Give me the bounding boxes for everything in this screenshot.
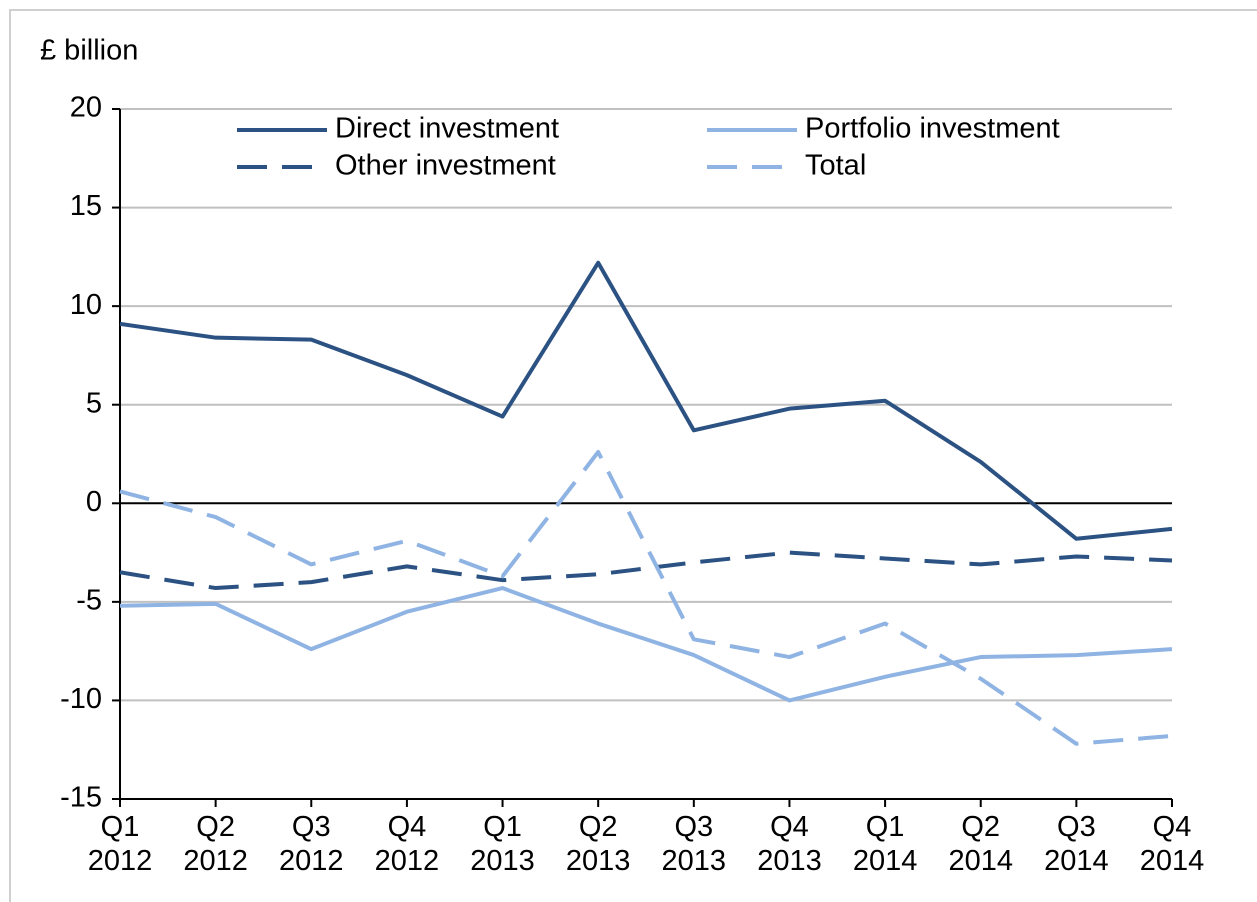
legend-label: Total <box>805 150 866 182</box>
y-tick-label: 20 <box>70 92 102 124</box>
x-tick-label: Q1 2014 <box>852 811 918 877</box>
series-line <box>119 586 1173 703</box>
x-tick-label: Q4 2012 <box>374 811 440 877</box>
x-tick-label: Q3 2012 <box>279 811 344 877</box>
y-tick-label: 10 <box>70 289 102 321</box>
y-tick-label: 5 <box>86 387 102 419</box>
x-tick-label: Q3 2014 <box>1044 811 1109 877</box>
series-line <box>119 260 1173 541</box>
x-tick-label: Q1 2013 <box>470 811 535 877</box>
series-line <box>119 550 1173 591</box>
x-tick-label: Q4 2014 <box>1139 811 1205 877</box>
y-tick-label: 15 <box>70 190 102 222</box>
series-line <box>119 450 1173 746</box>
frame <box>9 9 1257 902</box>
legend-label: Portfolio investment <box>805 113 1060 145</box>
legend-label: Other investment <box>335 150 556 182</box>
x-tick-label: Q4 2013 <box>757 811 822 877</box>
y-tick-label: -10 <box>60 683 102 715</box>
y-tick-label: -5 <box>76 585 102 617</box>
y-axis-label: £ billion <box>40 35 138 67</box>
x-tick-label: Q3 2013 <box>661 811 727 877</box>
x-tick-label: Q1 2012 <box>87 811 153 877</box>
legend-label: Direct investment <box>335 113 559 145</box>
x-tick-label: Q2 2014 <box>948 811 1013 877</box>
y-tick-label: 0 <box>86 486 102 518</box>
y-tick-label: -15 <box>60 782 102 814</box>
x-tick-label: Q2 2013 <box>565 811 631 877</box>
x-tick-label: Q2 2012 <box>183 811 248 877</box>
